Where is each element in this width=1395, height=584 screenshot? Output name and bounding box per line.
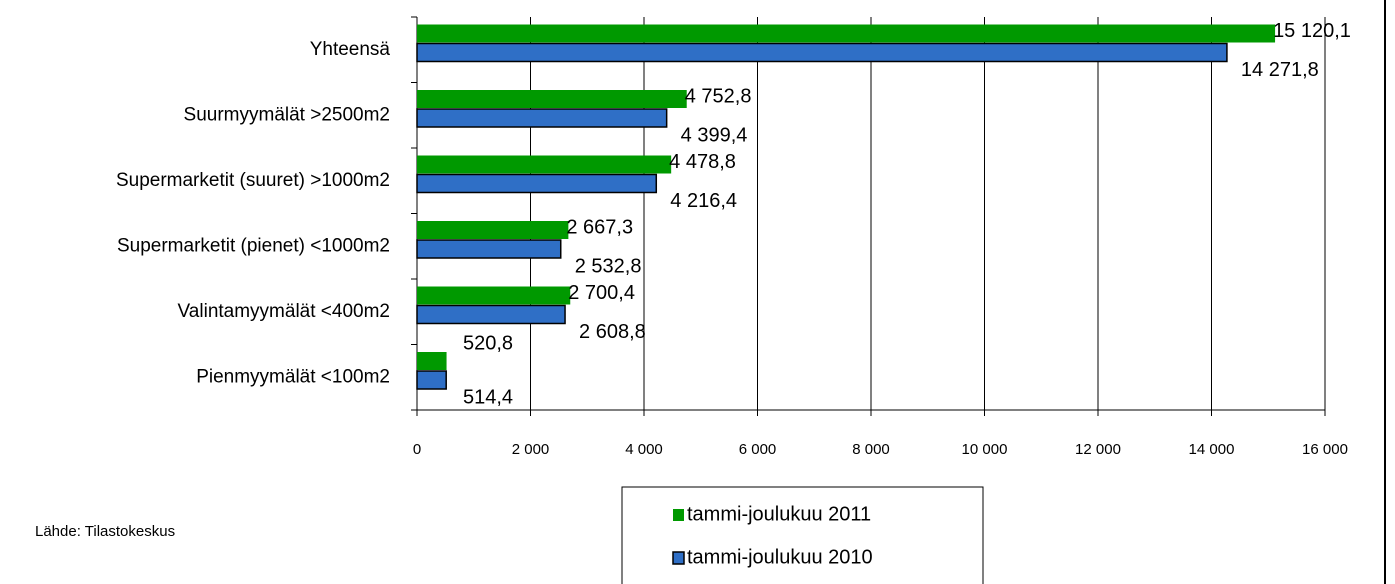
y-tick-label: Pienmyymälät <100m2 [196, 366, 390, 387]
y-tick-label: Valintamyymälät <400m2 [178, 301, 390, 322]
x-tick-label: 0 [413, 441, 421, 458]
bar [417, 155, 672, 174]
data-label: 2 700,4 [568, 282, 635, 304]
data-label: 4 478,8 [669, 151, 736, 173]
bar [417, 24, 1276, 43]
data-label: 14 271,8 [1241, 59, 1319, 81]
data-label: 2 532,8 [575, 255, 642, 277]
y-tick-label: Supermarketit (pienet) <1000m2 [117, 235, 390, 256]
y-tick-label: Yhteensä [310, 39, 391, 60]
x-tick-label: 12 000 [1075, 441, 1121, 458]
data-label: 4 752,8 [685, 85, 752, 107]
legend-swatch [673, 509, 684, 521]
bar [417, 90, 687, 108]
bar [417, 286, 571, 305]
y-tick-label: Supermarketit (suuret) >1000m2 [116, 170, 390, 191]
data-label: 4 216,4 [670, 190, 737, 212]
legend-label: tammi-joulukuu 2010 [687, 546, 873, 568]
data-label: 2 608,8 [579, 321, 646, 343]
bar [416, 108, 668, 128]
data-label: 4 399,4 [681, 124, 748, 146]
data-label: 514,4 [463, 386, 513, 408]
bar [416, 239, 562, 259]
bar [416, 173, 658, 194]
x-tick-label: 6 000 [739, 441, 777, 458]
data-label: 2 667,3 [566, 216, 633, 238]
bar [416, 42, 1228, 63]
data-label: 15 120,1 [1273, 20, 1351, 42]
bar [417, 221, 569, 239]
bar [417, 352, 447, 370]
bar [416, 370, 447, 390]
x-tick-label: 4 000 [625, 441, 663, 458]
x-tick-label: 10 000 [962, 441, 1008, 458]
legend-label: tammi-joulukuu 2011 [687, 503, 871, 525]
bar [416, 304, 566, 325]
y-tick-label: Suurmyymälät >2500m2 [184, 104, 390, 125]
x-tick-label: 8 000 [852, 441, 890, 458]
legend-box [621, 486, 984, 584]
x-tick-label: 14 000 [1189, 441, 1235, 458]
legend-swatch [672, 551, 685, 565]
x-tick-label: 2 000 [512, 441, 550, 458]
data-label: 520,8 [463, 332, 513, 354]
x-tick-label: 16 000 [1302, 441, 1348, 458]
source-note: Lähde: Tilastokeskus [35, 523, 175, 540]
